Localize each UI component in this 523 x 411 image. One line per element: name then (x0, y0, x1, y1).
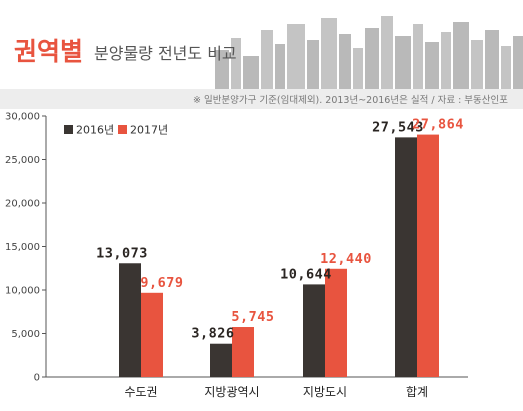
data-label-2016: 13,073 (96, 245, 148, 261)
chart-legend: 2016년 2017년 (64, 124, 168, 137)
skyline-building (243, 56, 259, 89)
skyline-building (287, 24, 305, 89)
y-tick-label: 25,000 (5, 155, 40, 166)
y-tick-label: 15,000 (5, 242, 40, 253)
skyline-building (365, 28, 379, 89)
skyline-building (261, 30, 273, 89)
note-band (0, 89, 523, 109)
x-category-label: 지방도시 (303, 385, 347, 399)
skyline-building (275, 44, 285, 89)
chart-subtitle: 분양물량 전년도 비교 (94, 44, 237, 63)
chart-title: 권역별 (14, 37, 83, 66)
y-tick-label: 10,000 (5, 286, 40, 297)
bar-2016 (395, 137, 417, 377)
skyline-building (339, 34, 351, 89)
bar-2016 (210, 343, 232, 377)
chart-data-labels: 13,0739,6793,8265,74510,64412,44027,5432… (96, 117, 464, 342)
skyline-building (353, 48, 363, 89)
skyline-building (513, 36, 523, 89)
skyline-building (425, 42, 439, 89)
x-category-label: 수도권 (124, 385, 157, 399)
data-label-2016: 3,826 (191, 326, 234, 342)
bar-2016 (303, 284, 325, 377)
data-label-2016: 27,543 (372, 119, 424, 135)
skyline-building (307, 40, 319, 89)
x-category-label: 지방광역시 (204, 385, 259, 399)
data-label-2017: 5,745 (231, 309, 274, 325)
skyline-building (381, 16, 393, 89)
y-tick-label: 0 (34, 373, 40, 384)
skyline-building (321, 18, 337, 89)
source-note: ※ 일반분양가구 기준(임대제외). 2013년~2016년은 실적 / 자료 … (193, 94, 508, 106)
skyline-building (501, 46, 511, 89)
skyline-building (441, 32, 451, 89)
y-tick-label: 5,000 (11, 329, 40, 340)
data-label-2017: 27,864 (412, 117, 464, 133)
bar-2016 (119, 263, 141, 377)
legend-label-2016: 2016년 (76, 124, 114, 137)
bar-2017 (417, 134, 439, 377)
data-label-2017: 12,440 (320, 251, 372, 267)
city-skyline-illustration (215, 16, 523, 89)
skyline-building (231, 38, 241, 89)
skyline-building (395, 36, 411, 89)
skyline-building (471, 40, 483, 89)
skyline-building (413, 24, 423, 89)
y-tick-label: 30,000 (5, 112, 40, 123)
y-tick-label: 20,000 (5, 199, 40, 210)
legend-swatch-2017 (118, 125, 127, 134)
bar-2017 (141, 292, 163, 377)
bar-2017 (325, 268, 347, 377)
legend-label-2017: 2017년 (130, 124, 168, 137)
data-label-2017: 9,679 (140, 275, 183, 291)
bar-2017 (232, 327, 254, 377)
skyline-building (215, 50, 229, 89)
legend-swatch-2016 (64, 125, 73, 134)
skyline-building (485, 30, 499, 89)
data-label-2016: 10,644 (280, 266, 332, 282)
x-category-label: 합계 (406, 385, 428, 399)
chart-bars (119, 134, 439, 377)
skyline-building (453, 22, 469, 89)
